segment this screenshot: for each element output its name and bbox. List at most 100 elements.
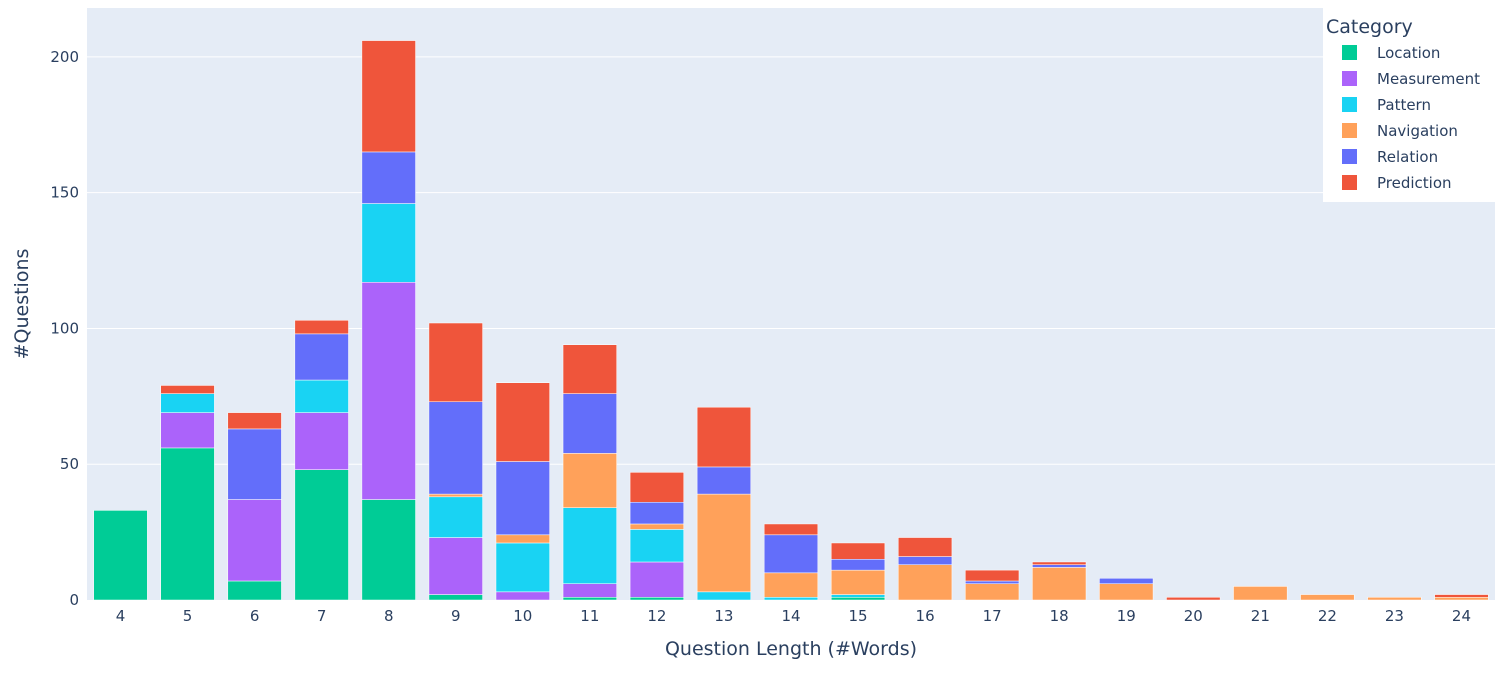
legend-item-location[interactable]: Location xyxy=(1342,44,1440,62)
bar-relation-6 xyxy=(227,428,282,500)
y-tick-label: 150 xyxy=(50,184,79,202)
x-tick-label: 8 xyxy=(384,607,394,625)
bar-prediction-15 xyxy=(830,542,886,560)
bar-prediction-12 xyxy=(629,472,684,503)
bar-location-7 xyxy=(294,469,349,601)
x-tick-label: 22 xyxy=(1318,607,1337,625)
bar-prediction-9 xyxy=(428,322,483,403)
bar-pattern-10 xyxy=(495,542,550,593)
bar-pattern-5 xyxy=(160,393,215,413)
x-tick-label: 20 xyxy=(1184,607,1203,625)
y-tick-label: 50 xyxy=(60,455,79,473)
bar-relation-13 xyxy=(696,466,752,495)
x-tick-label: 13 xyxy=(714,607,733,625)
legend-label: Location xyxy=(1377,44,1440,62)
legend-label: Navigation xyxy=(1377,122,1458,140)
bar-relation-19 xyxy=(1099,578,1154,584)
legend-swatch xyxy=(1342,45,1357,60)
x-tick-label: 10 xyxy=(513,607,532,625)
x-tick-label: 12 xyxy=(647,607,666,625)
legend-item-measurement[interactable]: Measurement xyxy=(1342,70,1480,88)
bar-navigation-15 xyxy=(830,569,886,595)
bar-pattern-8 xyxy=(361,203,416,283)
bar-navigation-19 xyxy=(1099,583,1154,601)
legend-label: Measurement xyxy=(1377,70,1480,88)
bar-prediction-18 xyxy=(1032,561,1087,565)
bar-relation-17 xyxy=(965,580,1020,584)
x-tick-label: 16 xyxy=(916,607,935,625)
x-tick-label: 15 xyxy=(849,607,868,625)
bar-navigation-18 xyxy=(1032,567,1087,601)
legend-label: Prediction xyxy=(1377,174,1452,192)
x-tick-label: 18 xyxy=(1050,607,1069,625)
x-tick-label: 14 xyxy=(781,607,800,625)
bars xyxy=(93,40,1489,601)
bar-prediction-6 xyxy=(227,412,282,430)
bar-pattern-12 xyxy=(629,529,684,563)
bar-prediction-8 xyxy=(361,40,416,153)
bar-location-8 xyxy=(361,499,416,601)
bar-relation-16 xyxy=(898,556,953,565)
bar-pattern-9 xyxy=(428,496,483,538)
bar-navigation-24 xyxy=(1434,597,1489,601)
y-tick-label: 200 xyxy=(50,48,79,66)
bar-prediction-13 xyxy=(696,406,752,468)
bar-measurement-5 xyxy=(160,412,215,449)
bar-prediction-16 xyxy=(898,537,953,557)
x-axis-ticks: 4 5 6 7 8 9 10 11 12 13 14 15 16 17 18 19 20 21 22 23 24 xyxy=(116,607,1471,625)
bar-measurement-12 xyxy=(629,561,684,598)
bar-navigation-14 xyxy=(763,572,819,598)
bar-measurement-6 xyxy=(227,499,282,582)
bar-measurement-8 xyxy=(361,282,416,500)
bar-navigation-10 xyxy=(495,534,550,544)
bar-relation-18 xyxy=(1032,564,1087,568)
legend-swatch xyxy=(1342,123,1357,138)
bar-measurement-11 xyxy=(562,583,617,598)
bar-location-6 xyxy=(227,580,282,601)
x-tick-label: 9 xyxy=(451,607,461,625)
legend[interactable]: Category Location Measurement Pattern Navig… xyxy=(1323,8,1495,202)
bar-measurement-10 xyxy=(495,591,550,601)
bar-pattern-15 xyxy=(830,594,886,598)
bar-navigation-13 xyxy=(696,493,752,593)
legend-item-relation[interactable]: Relation xyxy=(1342,148,1438,166)
bar-relation-14 xyxy=(763,534,819,574)
bar-pattern-13 xyxy=(696,591,752,601)
legend-item-navigation[interactable]: Navigation xyxy=(1342,122,1458,140)
bar-location-4 xyxy=(93,510,148,601)
bar-navigation-9 xyxy=(428,493,483,498)
bar-location-11 xyxy=(562,597,617,601)
legend-item-pattern[interactable]: Pattern xyxy=(1342,96,1431,114)
bar-measurement-9 xyxy=(428,537,483,595)
bar-prediction-11 xyxy=(562,344,617,394)
bar-location-15 xyxy=(830,597,886,601)
bar-prediction-14 xyxy=(763,523,819,536)
x-tick-label: 4 xyxy=(116,607,126,625)
bar-navigation-22 xyxy=(1300,594,1355,601)
bar-pattern-7 xyxy=(294,379,349,413)
bar-prediction-5 xyxy=(160,385,215,394)
x-tick-label: 17 xyxy=(983,607,1002,625)
legend-swatch xyxy=(1342,175,1357,190)
bar-relation-12 xyxy=(629,501,684,525)
bar-prediction-7 xyxy=(294,320,349,335)
bar-navigation-16 xyxy=(898,564,953,601)
x-tick-label: 19 xyxy=(1117,607,1136,625)
x-axis-title: Question Length (#Words) xyxy=(665,638,917,660)
bar-relation-9 xyxy=(428,401,483,495)
bar-relation-10 xyxy=(495,461,550,536)
bar-relation-11 xyxy=(562,393,617,454)
x-tick-label: 24 xyxy=(1452,607,1471,625)
legend-swatch xyxy=(1342,97,1357,112)
bar-navigation-21 xyxy=(1233,586,1288,601)
bar-location-5 xyxy=(160,447,215,601)
legend-label: Relation xyxy=(1377,148,1438,166)
x-tick-label: 7 xyxy=(317,607,327,625)
bar-relation-7 xyxy=(294,333,349,381)
legend-item-prediction[interactable]: Prediction xyxy=(1342,174,1452,192)
legend-title: Category xyxy=(1326,16,1413,38)
bar-navigation-23 xyxy=(1367,597,1422,601)
x-tick-label: 23 xyxy=(1385,607,1404,625)
bar-prediction-20 xyxy=(1166,597,1221,601)
